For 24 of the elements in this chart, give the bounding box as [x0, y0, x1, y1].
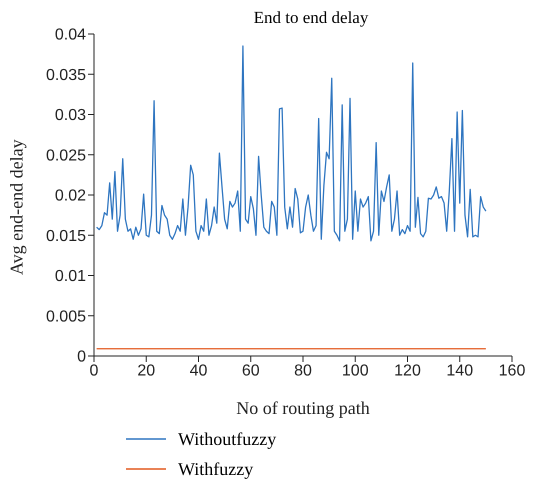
y-tick-label: 0.035: [46, 66, 86, 84]
legend-label: Withoutfuzzy: [178, 428, 276, 450]
line-series: [96, 45, 487, 242]
y-tick-label: 0: [77, 348, 86, 366]
chart-title: End to end delay: [254, 8, 368, 27]
legend-label: Withfuzzy: [178, 458, 254, 480]
y-tick-label: 0.025: [46, 147, 86, 164]
x-tick-label: 120: [394, 362, 421, 380]
y-tick-label: 0.005: [46, 308, 86, 326]
x-tick-label: 60: [242, 362, 260, 380]
y-tick-label: 0.015: [46, 228, 86, 245]
y-tick-label: 0.04: [54, 26, 86, 44]
x-axis-title: No of routing path: [236, 398, 370, 418]
y-axis-title: Avg end-end delay: [6, 139, 26, 275]
y-tick-label: 0.01: [54, 268, 86, 286]
x-tick-label: 20: [137, 362, 156, 380]
x-tick-label: 100: [342, 362, 369, 380]
x-tick-label: 80: [294, 362, 312, 380]
x-tick-label: 40: [190, 362, 208, 380]
y-tick-label: 0.02: [54, 188, 86, 205]
x-tick-label: 160: [498, 362, 526, 380]
x-tick-label: 140: [446, 362, 474, 380]
x-tick-label: 0: [90, 362, 99, 380]
y-tick-label: 0.03: [54, 107, 86, 124]
